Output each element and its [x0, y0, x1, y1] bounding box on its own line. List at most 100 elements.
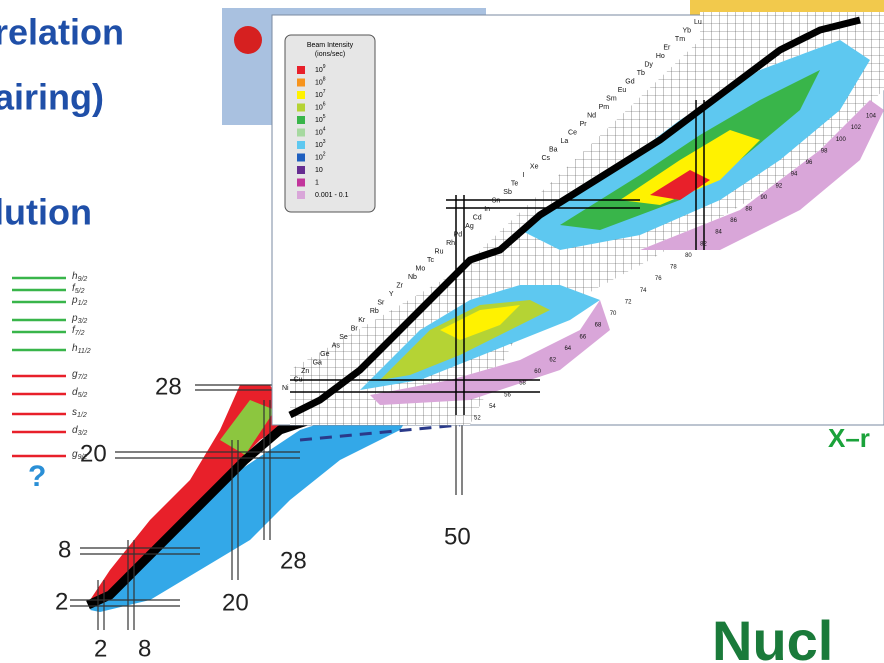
neutron-number: 92	[776, 183, 783, 189]
element-label: Ba	[549, 147, 558, 154]
legend-exp: 5	[323, 114, 326, 120]
neutron-number: 96	[806, 160, 813, 166]
orbital-j: 5/2	[78, 392, 88, 399]
element-label: Er	[663, 44, 671, 51]
element-label: Nb	[408, 274, 417, 281]
magic-number: 2	[55, 588, 68, 615]
element-label: Pm	[599, 104, 610, 111]
neutron-number: 80	[685, 253, 692, 259]
legend-label: 10	[315, 167, 323, 174]
orbital-j: 3/2	[78, 318, 88, 325]
element-label: Tm	[675, 36, 685, 43]
legend-label: 0.001 - 0.1	[315, 192, 349, 199]
element-label: I	[522, 172, 524, 179]
legend-exp: 3	[323, 139, 326, 145]
neutron-number: 82	[700, 241, 707, 247]
shell-label: d3/2	[72, 425, 87, 437]
legend-exp: 2	[323, 152, 326, 158]
neutron-number: 74	[640, 288, 647, 294]
legend-swatch	[297, 116, 305, 124]
element-label: Pd	[454, 232, 463, 239]
element-label: Cd	[473, 215, 482, 222]
magic-number: 28	[280, 547, 307, 574]
legend-label: 1	[315, 179, 319, 186]
neutron-number: 64	[564, 346, 571, 352]
shell-label: d5/2	[72, 387, 87, 399]
neutron-number: 70	[610, 311, 617, 317]
element-label: In	[484, 206, 490, 213]
neutron-number: 94	[791, 172, 798, 178]
legend-exp: 7	[323, 89, 326, 95]
magic-number: 28	[155, 373, 182, 400]
neutron-number: 66	[580, 334, 587, 340]
heading: lution	[0, 192, 92, 233]
element-label: Ge	[320, 351, 329, 358]
legend-swatch	[297, 79, 305, 87]
neutron-number: 52	[474, 416, 481, 422]
element-label: Se	[339, 334, 348, 341]
shell-label: f5/2	[72, 283, 85, 295]
orbital-j: 1/2	[77, 412, 87, 419]
legend-swatch	[297, 154, 305, 162]
shell-label: s1/2	[72, 407, 87, 419]
legend-base: 10	[315, 104, 323, 111]
neutron-number: 98	[821, 148, 828, 154]
shell-label: g7/2	[72, 369, 87, 381]
element-label: Kr	[358, 317, 366, 324]
element-label: Zr	[396, 283, 403, 290]
neutron-number: 102	[851, 125, 862, 131]
element-label: Br	[351, 325, 359, 332]
shell-label: p3/2	[71, 313, 87, 325]
legend-swatch	[297, 179, 305, 187]
element-label: Sb	[503, 189, 512, 196]
heading: relation	[0, 12, 124, 53]
element-label: Ni	[282, 385, 289, 392]
element-label: Yb	[682, 27, 691, 34]
legend-base: 10	[315, 117, 323, 124]
orbital-j: 7/2	[78, 374, 88, 381]
legend-title: (ions/sec)	[315, 51, 345, 58]
magic-number: 2	[94, 635, 107, 662]
shell-label: p1/2	[71, 295, 87, 307]
neutron-number: 60	[534, 369, 541, 375]
neutron-number: 62	[549, 358, 556, 364]
legend-base: 10	[315, 154, 323, 161]
inset	[272, 12, 884, 425]
neutron-number: 100	[836, 137, 847, 143]
magic-number: 50	[444, 523, 471, 550]
element-label: Tb	[637, 70, 645, 77]
orbital-j: 9/2	[78, 276, 88, 283]
element-label: Zn	[301, 368, 309, 375]
orbital-j: 1/2	[78, 300, 88, 307]
neutron-number: 58	[519, 381, 526, 387]
legend-base: 0.001 - 0.1	[315, 192, 349, 199]
neutron-number: 104	[866, 114, 877, 120]
label: Nucl	[712, 609, 833, 663]
legend-swatch	[297, 141, 305, 149]
orbital-j: 11/2	[78, 348, 91, 355]
element-label: Tc	[427, 257, 435, 264]
element-label: Ce	[568, 129, 577, 136]
legend-swatch	[297, 129, 305, 137]
element-label: Xe	[530, 164, 539, 171]
element-label: Nd	[587, 112, 596, 119]
legend-title: Beam Intensity	[307, 42, 354, 49]
magic-number: 20	[222, 589, 249, 616]
element-label: La	[561, 138, 569, 145]
legend-base: 10	[315, 79, 323, 86]
legend-base: 10	[315, 167, 323, 174]
shell-label: h9/2	[72, 271, 87, 283]
neutron-number: 72	[625, 299, 632, 305]
photo-blob	[234, 26, 262, 54]
neutron-number: 68	[595, 323, 602, 329]
legend-base: 10	[315, 67, 323, 74]
element-label: Rb	[370, 308, 379, 315]
legend-exp: 9	[323, 64, 326, 70]
neutron-number: 54	[489, 404, 496, 410]
neutron-number: 78	[670, 265, 677, 271]
orbital-j: 3/2	[78, 430, 88, 437]
element-label: Sn	[492, 198, 501, 205]
element-label: Cs	[541, 155, 550, 162]
element-label: Sm	[606, 95, 617, 102]
legend-base: 10	[315, 142, 323, 149]
